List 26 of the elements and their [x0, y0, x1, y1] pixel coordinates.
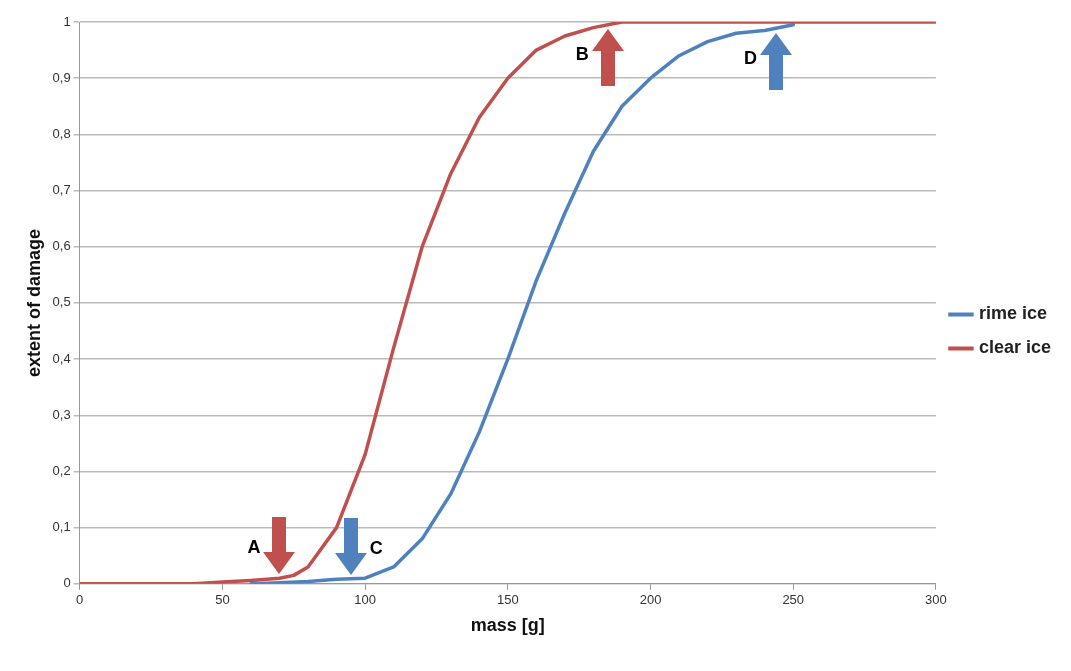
- y-axis-title: extent of damage: [23, 228, 44, 377]
- annotation: C: [369, 537, 383, 558]
- y-tick-label: 0,3: [52, 406, 71, 422]
- x-tick-label: 50: [215, 592, 230, 608]
- y-tick-label: 0,7: [52, 182, 71, 198]
- x-tick-label: 200: [639, 592, 662, 608]
- y-tick-label: 1: [63, 13, 71, 29]
- x-axis-title: mass [g]: [470, 615, 545, 636]
- y-tick-label: 0,9: [52, 69, 71, 85]
- x-tick-label: 100: [354, 592, 376, 608]
- x-tick-label: 150: [496, 592, 519, 608]
- legend-label: rime ice: [978, 303, 1047, 324]
- x-tick-label: 0: [76, 592, 84, 608]
- y-tick-label: 0,1: [52, 519, 71, 535]
- y-tick-label: 0: [63, 575, 71, 591]
- legend-label: clear ice: [978, 337, 1051, 358]
- x-tick-label: 250: [782, 592, 805, 608]
- y-tick-label: 0,8: [52, 125, 71, 141]
- y-tick-label: 0,6: [52, 238, 71, 254]
- annotation: A: [247, 537, 261, 558]
- annotation: D: [744, 48, 758, 69]
- x-tick-label: 300: [925, 592, 947, 608]
- y-tick-label: 0,4: [52, 350, 71, 366]
- annotation: B: [575, 43, 589, 64]
- y-tick-label: 0,5: [52, 294, 71, 310]
- y-tick-label: 0,2: [52, 463, 71, 479]
